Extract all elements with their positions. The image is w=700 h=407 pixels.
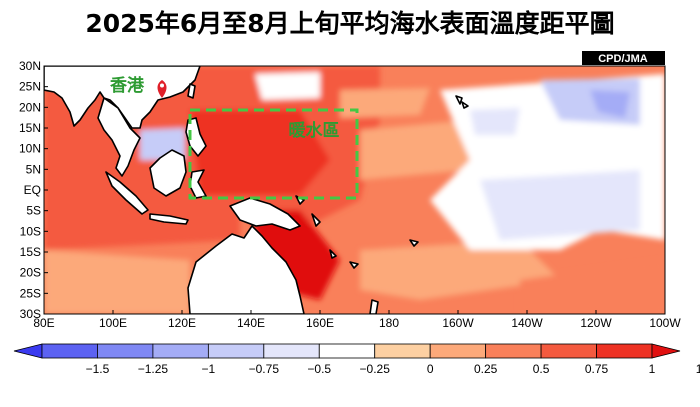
lat-tick-label: 30S	[20, 307, 41, 321]
colorbar-label: −1.25	[138, 362, 169, 376]
lat-tick-label: 30N	[19, 59, 41, 73]
lon-tick-label: 100E	[99, 316, 127, 330]
colorbar-swatch	[207, 343, 265, 359]
lat-tick-label: 25S	[20, 286, 41, 300]
lon-tick-label: 140W	[511, 316, 543, 330]
colorbar-swatch	[318, 343, 376, 359]
colorbar-label: −0.75	[249, 362, 280, 376]
warm-region-label: 暖水區	[289, 120, 340, 141]
lat-tick-label: EQ	[24, 183, 41, 197]
colorbar-swatch	[596, 343, 653, 359]
land-masses	[44, 66, 469, 314]
lat-tick-label: 20S	[20, 266, 41, 280]
colorbar-label: −1.5	[86, 362, 110, 376]
lon-tick-label: 100W	[649, 316, 681, 330]
lat-tick-label: 5S	[26, 204, 41, 218]
lon-tick-label: 120W	[580, 316, 612, 330]
colorbar-label: 0.5	[533, 362, 550, 376]
colorbar-swatch	[41, 343, 98, 359]
colorbar-swatch	[152, 343, 209, 359]
colorbar-label: 0.25	[474, 362, 498, 376]
lon-tick-label: 140E	[237, 316, 265, 330]
lat-tick-label: 15S	[20, 245, 41, 259]
hong-kong-label: 香港	[110, 75, 145, 96]
longitude-ticks: 80E 100E 120E 140E 160E 180 160W 140W 120W 100W	[33, 310, 681, 330]
anomaly-field	[44, 66, 665, 314]
warm-region-box	[188, 108, 359, 200]
lat-tick-label: 15N	[19, 121, 41, 135]
colorbar-label: −0.5	[307, 362, 331, 376]
colorbar-label: −0.25	[360, 362, 391, 376]
lat-tick-label: 5N	[26, 162, 41, 176]
colorbar-label: 1	[649, 362, 656, 376]
lat-tick-label: 10N	[19, 142, 41, 156]
source-tag-bg	[582, 51, 665, 65]
colorbar-max-arrow	[651, 343, 681, 359]
lat-tick-label: 10S	[20, 224, 41, 238]
colorbar-swatch	[263, 343, 320, 359]
latitude-ticks: 30N 25N 20N 15N 10N 5N EQ 5S 10S 15S 20S 25S 30S	[19, 59, 48, 321]
colorbar-swatch	[97, 343, 154, 359]
lon-tick-label: 120E	[168, 316, 196, 330]
colorbar-label: 1.25	[696, 362, 700, 376]
colorbar-swatch	[374, 343, 431, 359]
colorbar: −1.5 −1.25 −1 −0.75 −0.5 −0.25 0 0.25 0.5 0.75 1 1.…	[13, 343, 700, 376]
colorbar-label: −1	[202, 362, 216, 376]
lon-tick-label: 80E	[33, 316, 54, 330]
colorbar-label: 0	[427, 362, 434, 376]
location-pin-icon	[157, 80, 167, 98]
colorbar-min-arrow	[13, 343, 43, 359]
lon-tick-label: 160W	[442, 316, 474, 330]
lat-tick-label: 25N	[19, 80, 41, 94]
colorbar-swatch	[540, 343, 597, 359]
lon-tick-label: 160E	[306, 316, 334, 330]
colorbar-swatch	[429, 343, 487, 359]
colorbar-swatch	[485, 343, 542, 359]
map-title: 2025年6月至8月上旬平均海水表面溫度距平圖	[85, 9, 615, 38]
source-tag: CPD/JMA	[598, 53, 648, 65]
colorbar-label: 0.75	[585, 362, 609, 376]
lon-tick-label: 180	[379, 316, 399, 330]
lat-tick-label: 20N	[19, 100, 41, 114]
